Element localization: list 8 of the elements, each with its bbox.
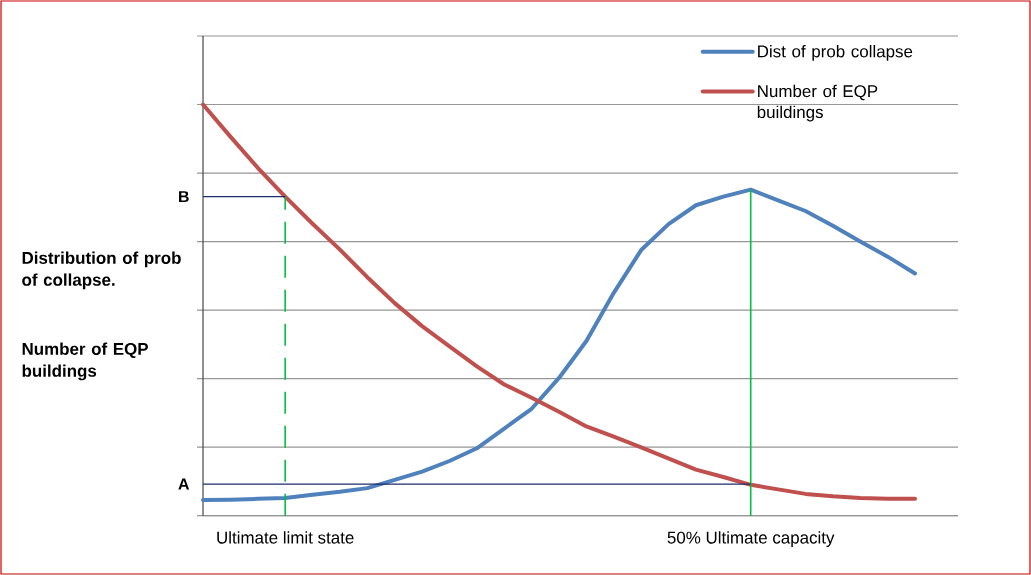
y-axis-title: Distribution of prob of collapse. [22,251,181,290]
ref-line-label: B [179,191,189,203]
x-tick-label: Ultimate limit state [217,531,354,544]
ref-line-label: A [178,478,190,490]
legend-label: Number of EQP buildings [757,84,878,122]
x-tick-label: 50% Ultimate capacity [667,531,835,547]
legend-label: Dist of prob collapse [758,44,913,61]
text: Number of EQP buildings [22,342,148,381]
